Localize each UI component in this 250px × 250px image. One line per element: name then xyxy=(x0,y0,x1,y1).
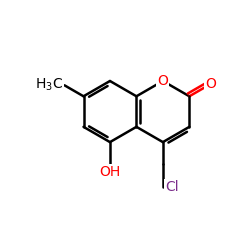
Text: OH: OH xyxy=(99,165,120,179)
Text: H$_3$C: H$_3$C xyxy=(35,77,63,94)
Text: O: O xyxy=(205,77,216,91)
Text: O: O xyxy=(158,74,168,88)
Text: Cl: Cl xyxy=(165,180,179,194)
